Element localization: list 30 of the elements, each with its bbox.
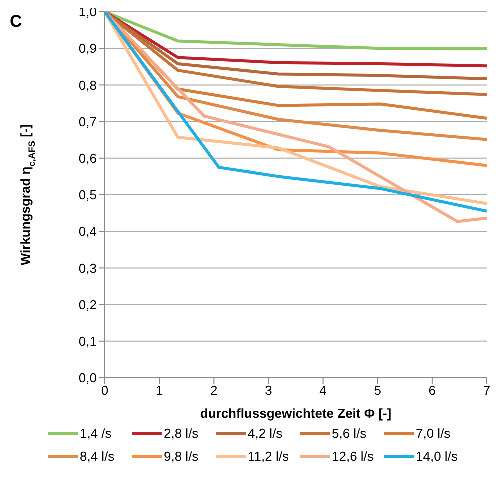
y-tick-label: 0,1 xyxy=(78,334,97,350)
x-tick-label: 0 xyxy=(101,383,109,398)
x-tick-label: 1 xyxy=(156,383,164,398)
legend-label: 9,8 l/s xyxy=(164,449,199,464)
legend-label: 14,0 l/s xyxy=(416,449,458,464)
chart-title: C xyxy=(10,12,22,32)
x-tick-label: 4 xyxy=(320,383,327,398)
y-tick-label: 0,4 xyxy=(78,224,97,240)
y-tick-label: 0,7 xyxy=(78,114,97,130)
y-tick-label: 0,6 xyxy=(78,151,97,166)
legend-label: 1,4 /s xyxy=(80,426,112,441)
legend-label: 8,4 l/s xyxy=(80,449,115,464)
x-tick-label: 3 xyxy=(265,383,272,398)
x-tick-label: 7 xyxy=(483,383,491,398)
x-tick-label: 5 xyxy=(374,383,382,398)
legend-label: 5,6 l/s xyxy=(332,426,367,441)
y-tick-label: 0,5 xyxy=(78,188,97,203)
y-tick-label: 0,8 xyxy=(78,78,97,93)
x-axis-title: durchflussgewichtete Zeit Φ [-] xyxy=(200,406,392,421)
y-tick-label: 0,3 xyxy=(78,260,97,276)
legend-label: 2,8 l/s xyxy=(164,426,199,441)
x-tick-label: 6 xyxy=(428,383,436,398)
y-tick-label: 0,9 xyxy=(78,41,97,56)
y-tick-label: 0,2 xyxy=(78,297,97,312)
legend-label: 11,2 l/s xyxy=(248,449,289,464)
x-tick-label: 2 xyxy=(210,383,218,398)
legend-label: 12,6 l/s xyxy=(332,449,374,464)
legend-label: 7,0 l/s xyxy=(416,426,451,441)
y-tick-label: 0,0 xyxy=(78,370,97,386)
legend-label: 4,2 l/s xyxy=(248,426,283,441)
